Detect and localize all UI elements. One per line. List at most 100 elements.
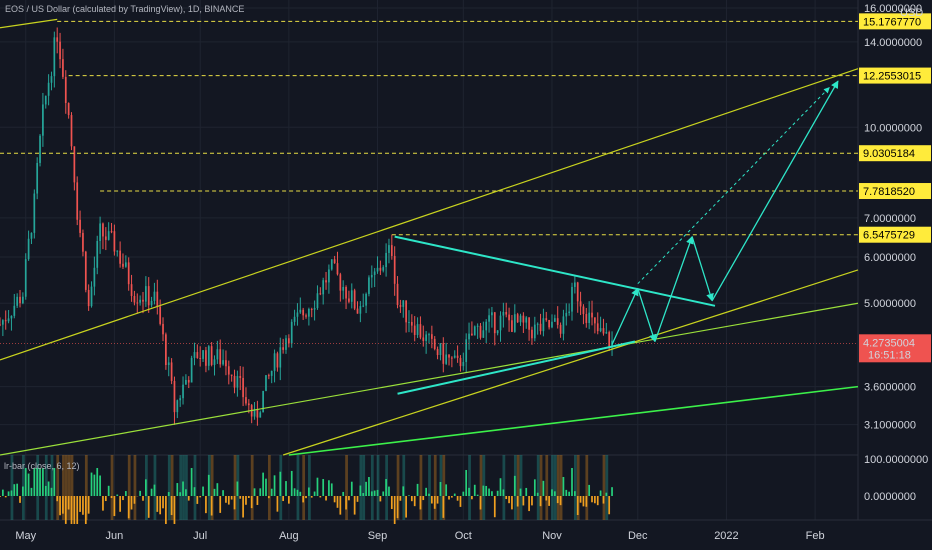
indicator-bar — [399, 496, 402, 501]
candle-body — [559, 324, 562, 334]
indicator-pane — [0, 455, 858, 520]
candle-body — [190, 357, 193, 383]
indicator-bg-band — [551, 455, 554, 520]
projection-dashed — [637, 87, 830, 285]
indicator-bar — [502, 489, 505, 496]
candle-body — [442, 343, 445, 364]
indicator-bar — [156, 496, 159, 512]
price-grid — [0, 0, 932, 521]
indicator-bar — [199, 496, 202, 498]
indicator-bar — [485, 485, 488, 496]
indicator-bar — [182, 481, 184, 496]
candle-body — [256, 409, 259, 418]
indicator-bar — [210, 496, 213, 516]
indicator-bar — [330, 483, 333, 496]
indicator-bar — [488, 488, 490, 496]
indicator-bar — [568, 491, 570, 496]
candle-body — [388, 245, 390, 253]
candle-body — [2, 320, 4, 325]
candle-body — [139, 299, 141, 303]
candle-body — [187, 379, 190, 383]
indicator-bg-band — [605, 455, 609, 520]
level-tag-label: 9.0305184 — [863, 148, 915, 160]
level-tag-label: 12.2553015 — [863, 71, 921, 83]
time-axis[interactable]: May Jun Jul Aug Sep Oct Nov Dec 2022 Feb — [15, 530, 824, 542]
candle-body — [267, 375, 270, 377]
long-trend-line — [288, 385, 859, 456]
candle-body — [22, 296, 24, 304]
indicator-bar — [545, 496, 548, 501]
indicator-bg-band — [545, 455, 549, 520]
indicator-bar — [56, 496, 59, 502]
candle-body — [428, 334, 430, 336]
candle-body — [93, 267, 96, 287]
candle-body — [431, 334, 433, 339]
candle-body — [153, 291, 156, 301]
candle-body — [56, 37, 59, 42]
candle-body — [4, 320, 7, 322]
time-tick-label: Jul — [193, 530, 207, 542]
indicator-bar — [416, 483, 419, 496]
indicator-bg-band — [574, 455, 577, 520]
candle-body — [173, 380, 176, 413]
indicator-bg-band — [267, 455, 271, 520]
indicator-bar — [239, 496, 242, 499]
indicator-bg-band — [179, 455, 183, 520]
candle-body — [596, 323, 599, 332]
indicator-bar — [453, 493, 456, 496]
candle-body — [122, 263, 124, 267]
candle-body — [485, 321, 488, 331]
candle-body — [565, 312, 568, 317]
indicator-bar — [390, 496, 393, 510]
candle-body — [499, 315, 502, 331]
time-tick-label: Aug — [279, 530, 299, 542]
indicator-bg-band — [62, 455, 65, 520]
indicator-bar — [245, 496, 247, 505]
indicator-bar — [353, 496, 356, 515]
candle-body — [493, 312, 496, 334]
indicator-bar — [350, 481, 353, 496]
indicator-bg-band — [133, 455, 137, 520]
candle-body — [353, 290, 356, 309]
candle-body — [359, 306, 362, 314]
indicator-bar — [273, 475, 276, 496]
level-tag-label: 15.1767770 — [863, 16, 921, 28]
indicator-bar — [167, 492, 170, 496]
indicator-bg-band — [442, 455, 446, 520]
candle-body — [594, 317, 596, 324]
indicator-bar — [602, 496, 605, 504]
indicator-bar — [113, 496, 116, 517]
indicator-bg-band — [50, 455, 54, 520]
indicator-bar — [499, 478, 502, 496]
indicator-bg-band — [170, 455, 174, 520]
indicator-bar — [93, 474, 96, 496]
indicator-bg-band — [419, 455, 423, 520]
candle-body — [288, 338, 290, 344]
indicator-bar — [285, 481, 287, 496]
indicator-bar — [39, 468, 41, 496]
indicator-bar — [505, 496, 508, 500]
indicator-bar — [288, 496, 290, 504]
indicator-bar — [119, 496, 121, 512]
candle-body — [336, 263, 339, 275]
indicator-bar — [64, 496, 67, 524]
candle-body — [322, 280, 325, 295]
indicator-bar — [482, 485, 485, 496]
indicator-bar — [104, 496, 107, 502]
candle-body — [36, 162, 39, 194]
indicator-bar — [133, 496, 136, 504]
level-tag — [859, 183, 931, 200]
indicator-bar — [376, 489, 379, 496]
price-tick-label: 7.0000000 — [864, 213, 916, 225]
indicator-bar — [110, 496, 113, 499]
indicator-bg-band — [433, 455, 437, 520]
currency-label: USD — [900, 7, 923, 19]
candle-body — [199, 358, 202, 360]
candle-body — [582, 306, 585, 314]
indicator-bar — [405, 496, 407, 518]
indicator-bar — [159, 496, 162, 515]
indicator-bg-band — [539, 455, 543, 520]
indicator-bar — [42, 468, 44, 496]
